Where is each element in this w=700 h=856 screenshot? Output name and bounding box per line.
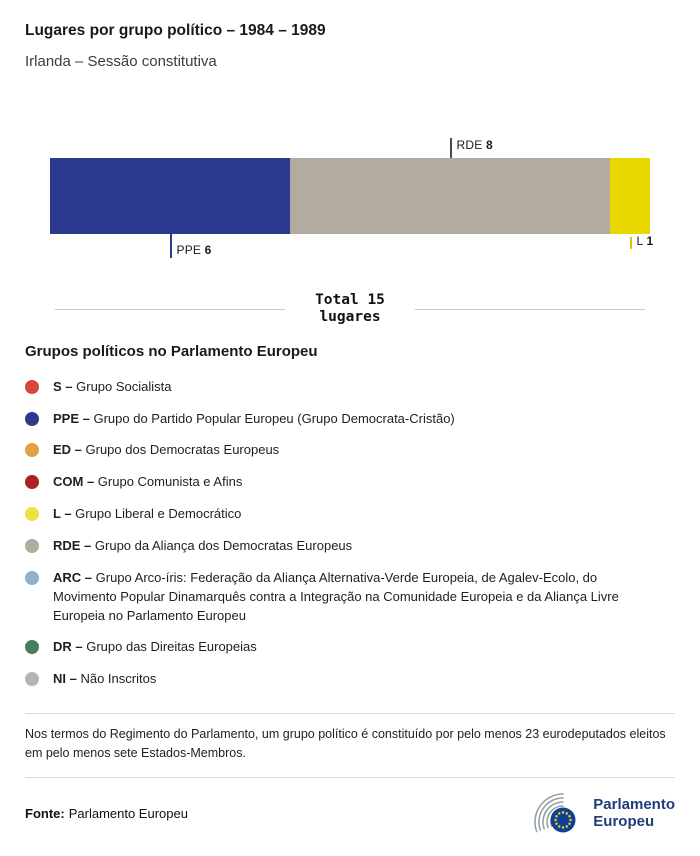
callout-label: L 1 xyxy=(636,234,654,248)
callout-tick xyxy=(450,138,452,158)
logo-line2: Europeu xyxy=(593,812,655,830)
legend-color-dot xyxy=(25,443,39,458)
total-label: Total 15 xyxy=(315,292,385,308)
legend-color-dot xyxy=(25,570,39,585)
legend-item-L: L – Grupo Liberal e Democrático xyxy=(25,505,675,524)
callout-label: RDE 8 xyxy=(456,138,493,152)
page-title: Lugares por grupo político – 1984 – 1989 xyxy=(25,22,326,39)
bar-callout-L: L 1 xyxy=(630,234,653,249)
legend-item-NI: NI – Não Inscritos xyxy=(25,670,675,689)
footnote: Nos termos do Regimento do Parlamento, u… xyxy=(25,713,675,778)
legend-item-S: S – Grupo Socialista xyxy=(25,378,675,397)
legend-label: NI – Não Inscritos xyxy=(53,671,157,687)
legend-label: DR – Grupo das Direitas Europeias xyxy=(53,639,257,655)
legend-label: ED – Grupo dos Democratas Europeus xyxy=(53,442,280,458)
bar-labels-below: PPE 6 L 1 xyxy=(50,234,653,262)
divider-line-left xyxy=(55,308,286,310)
total-seats: Total 15 lugares xyxy=(315,292,385,327)
divider-line-right xyxy=(414,308,645,310)
seats-chart: RDE 8 PPE 6 L 1 xyxy=(50,136,653,262)
page-subtitle: Irlanda – Sessão constitutiva xyxy=(25,53,217,70)
legend-color-dot xyxy=(25,539,39,553)
legend-color-dot xyxy=(25,507,39,522)
legend-label: ARC – Grupo Arco-íris: Federação da Alia… xyxy=(53,569,619,623)
legend-label: PPE – Grupo do Partido Popular Europeu (… xyxy=(53,410,455,426)
bar-segment-L xyxy=(610,158,650,234)
legend-item-RDE: RDE – Grupo da Aliança dos Democratas Eu… xyxy=(25,537,675,556)
bar-callout-PPE: PPE 6 xyxy=(170,234,212,258)
legend-label: RDE – Grupo da Aliança dos Democratas Eu… xyxy=(53,538,353,553)
legend-item-ARC: ARC – Grupo Arco-íris: Federação da Alia… xyxy=(25,569,675,626)
source-line: Fonte: Parlamento Europeu xyxy=(25,806,188,821)
legend-label: COM – Grupo Comunista e Afins xyxy=(53,474,243,490)
bar-segment-PPE xyxy=(50,158,290,234)
legend-item-COM: COM – Grupo Comunista e Afins xyxy=(25,473,675,492)
legend-color-dot xyxy=(25,475,39,490)
legend-color-dot xyxy=(25,411,39,426)
legend-label: S – Grupo Socialista xyxy=(53,378,172,394)
legend-list: S – Grupo Socialista PPE – Grupo do Parti… xyxy=(25,378,675,689)
legend-item-PPE: PPE – Grupo do Partido Popular Europeu (… xyxy=(25,410,675,429)
legend-color-dot xyxy=(25,640,39,655)
legend-color-dot xyxy=(25,379,39,394)
total-divider: Total 15 lugares xyxy=(55,292,645,327)
legend-color-dot xyxy=(25,672,39,687)
source-label: Fonte: xyxy=(25,806,65,822)
legend-item-DR: DR – Grupo das Direitas Europeias xyxy=(25,638,675,657)
stacked-bar xyxy=(50,158,650,234)
legend-item-ED: ED – Grupo dos Democratas Europeus xyxy=(25,441,675,460)
bar-callout-RDE: RDE 8 xyxy=(450,138,493,158)
legend-heading: Grupos políticos no Parlamento Europeu xyxy=(25,342,318,360)
bar-labels-above: RDE 8 xyxy=(50,136,650,158)
logo-wordmark: Parlamento Europeu xyxy=(593,796,675,831)
hemicycle-eu-flag-icon xyxy=(534,793,576,833)
callout-tick xyxy=(170,234,172,258)
european-parliament-logo: Parlamento Europeu xyxy=(519,792,675,836)
callout-label: PPE 6 xyxy=(176,243,212,257)
logo-line1: Parlamento xyxy=(593,796,675,814)
source-text: Parlamento Europeu xyxy=(68,806,188,822)
callout-tick xyxy=(630,237,632,249)
footer: Fonte: Parlamento Europeu xyxy=(25,792,675,836)
bar-segment-RDE xyxy=(290,158,610,234)
legend-label: L – Grupo Liberal e Democrático xyxy=(53,506,242,522)
total-sublabel: lugares xyxy=(319,309,381,326)
